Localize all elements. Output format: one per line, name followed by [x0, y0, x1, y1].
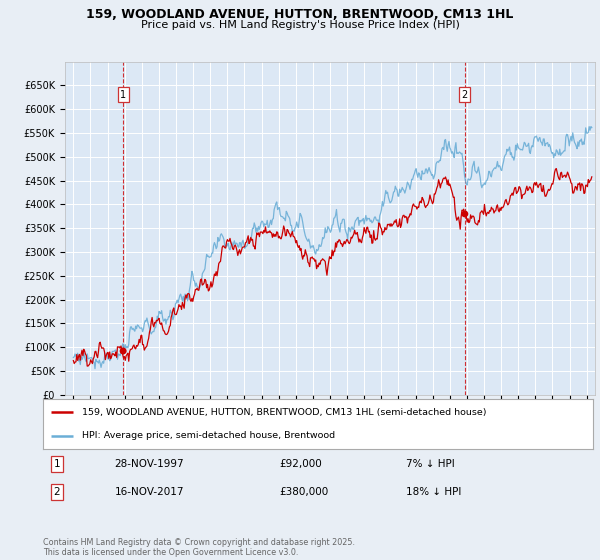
Text: 7% ↓ HPI: 7% ↓ HPI — [406, 459, 455, 469]
Text: Contains HM Land Registry data © Crown copyright and database right 2025.
This d: Contains HM Land Registry data © Crown c… — [43, 538, 355, 557]
Text: 159, WOODLAND AVENUE, HUTTON, BRENTWOOD, CM13 1HL: 159, WOODLAND AVENUE, HUTTON, BRENTWOOD,… — [86, 8, 514, 21]
Text: 28-NOV-1997: 28-NOV-1997 — [115, 459, 184, 469]
Text: Price paid vs. HM Land Registry's House Price Index (HPI): Price paid vs. HM Land Registry's House … — [140, 20, 460, 30]
Text: HPI: Average price, semi-detached house, Brentwood: HPI: Average price, semi-detached house,… — [82, 431, 335, 440]
Point — [460, 209, 470, 218]
Point — [118, 347, 128, 356]
Text: 159, WOODLAND AVENUE, HUTTON, BRENTWOOD, CM13 1HL (semi-detached house): 159, WOODLAND AVENUE, HUTTON, BRENTWOOD,… — [82, 408, 486, 417]
Text: £92,000: £92,000 — [280, 459, 322, 469]
Text: 1: 1 — [120, 90, 126, 100]
Text: 1: 1 — [53, 459, 60, 469]
Text: £380,000: £380,000 — [280, 487, 329, 497]
Text: 18% ↓ HPI: 18% ↓ HPI — [406, 487, 461, 497]
Text: 16-NOV-2017: 16-NOV-2017 — [115, 487, 184, 497]
Text: 2: 2 — [461, 90, 468, 100]
Text: 2: 2 — [53, 487, 60, 497]
